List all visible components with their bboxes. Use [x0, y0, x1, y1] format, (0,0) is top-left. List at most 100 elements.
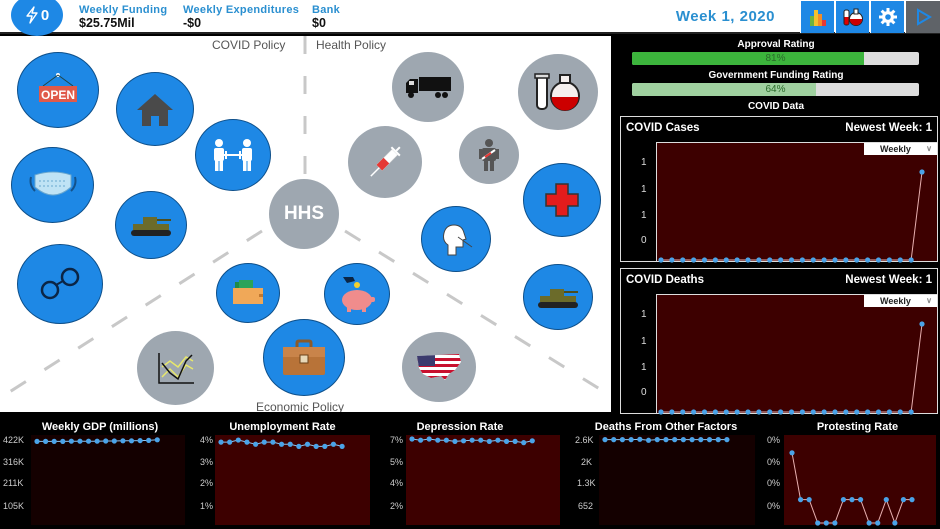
funding-label: Government Funding Rating: [708, 70, 844, 81]
policy-testing[interactable]: [421, 206, 491, 272]
svg-text:OPEN: OPEN: [41, 88, 75, 102]
approval-fill: [632, 52, 865, 65]
approval-value: 81%: [765, 53, 786, 64]
data-point: [897, 409, 903, 415]
data-point: [287, 441, 293, 447]
hhs-center-button[interactable]: HHS: [269, 179, 339, 249]
y-tick: 652: [578, 501, 594, 511]
data-point: [244, 439, 250, 445]
deaths-period-dropdown[interactable]: Weekly ∨: [864, 295, 937, 307]
data-point: [875, 409, 882, 415]
policy-hospital[interactable]: [523, 163, 601, 237]
funding-value: 64%: [765, 84, 786, 95]
policy-stock-market[interactable]: [137, 331, 214, 405]
policy-military-health[interactable]: [523, 264, 593, 330]
play-button[interactable]: [905, 1, 940, 33]
policy-stay-home[interactable]: [116, 72, 194, 146]
syringe-icon: [370, 146, 401, 177]
stat-value: $25.75Mil: [79, 16, 135, 30]
dropdown-value: Weekly: [880, 296, 911, 306]
data-point: [339, 443, 345, 449]
data-point: [701, 257, 708, 263]
cases-series: [658, 169, 925, 263]
data-point: [799, 409, 805, 415]
policy-vaccine[interactable]: [348, 126, 422, 198]
data-point: [698, 437, 704, 443]
data-point: [426, 436, 432, 442]
chart-title: Protesting Rate: [816, 421, 899, 433]
data-point: [756, 257, 762, 263]
chart-unemployment-rate: Unemployment Rate 4% 3% 2% 1%: [190, 414, 375, 529]
chart-title: Unemployment Rate: [229, 421, 336, 433]
y-tick: 4%: [200, 435, 214, 445]
data-point: [865, 409, 871, 415]
injured-person-icon: [479, 139, 499, 171]
data-point: [619, 437, 626, 443]
policy-military-covid[interactable]: [115, 191, 187, 259]
chart-depression-rate: Depression Rate 7% 5% 4% 2%: [375, 414, 565, 529]
data-point: [322, 443, 328, 449]
deaths-other-series: [602, 436, 730, 443]
data-point: [637, 436, 643, 442]
research-button[interactable]: [835, 1, 869, 33]
chart-title: Deaths From Other Factors: [594, 421, 738, 433]
policy-open-business[interactable]: OPEN: [17, 52, 99, 128]
settings-button[interactable]: [870, 1, 904, 33]
covid-deaths-panel: COVID Deaths Newest Week: 1 1 1 1 0 Week…: [620, 268, 938, 415]
y-tick: 2%: [390, 501, 404, 511]
y-tick: 4%: [390, 478, 404, 488]
weekly-expenditures: Weekly Expenditures -$0: [183, 4, 299, 30]
data-point: [111, 438, 117, 444]
piggy-bank-icon: [342, 277, 375, 312]
wallet-icon: [233, 280, 263, 304]
y-tick: 1.3K: [577, 478, 596, 488]
y-tick: 0%: [767, 435, 781, 445]
policy-supply-truck[interactable]: [392, 52, 464, 122]
policy-savings[interactable]: [324, 263, 390, 325]
approval-rating-bar: 81%: [632, 52, 919, 65]
section-label-health: Health Policy: [316, 38, 387, 52]
data-point: [296, 443, 302, 449]
data-point: [806, 497, 812, 503]
face-mask-icon: [29, 171, 76, 196]
energy-badge[interactable]: 0: [11, 0, 63, 36]
data-point: [645, 437, 652, 443]
charts-button[interactable]: [800, 1, 834, 33]
data-point: [486, 438, 492, 444]
panel-title: COVID Cases: [626, 122, 700, 134]
cases-period-dropdown[interactable]: Weekly ∨: [864, 143, 937, 155]
dropdown-value: Weekly: [880, 144, 911, 154]
stat-label: Bank: [312, 4, 341, 16]
depression-plot: [406, 435, 560, 525]
deaths-other-plot: [599, 435, 755, 525]
policy-jobs[interactable]: [263, 319, 345, 396]
y-tick: 316K: [3, 457, 25, 467]
y-tick: 1: [641, 157, 647, 168]
red-cross-icon: [545, 183, 579, 217]
funding-fill: [632, 83, 816, 96]
policy-injured-person[interactable]: [459, 126, 519, 184]
data-point: [715, 437, 721, 443]
policy-lab-research[interactable]: [518, 54, 598, 130]
policy-national[interactable]: [402, 332, 476, 402]
policy-handcuffs[interactable]: [17, 244, 103, 324]
policy-face-masks[interactable]: [11, 147, 94, 223]
protesting-plot: [784, 435, 936, 526]
house-icon: [137, 94, 173, 126]
data-point: [843, 257, 849, 263]
data-point: [843, 409, 849, 415]
policy-stimulus-wallet[interactable]: [216, 263, 280, 323]
data-point: [810, 409, 816, 415]
data-point: [154, 437, 160, 443]
current-week: Week 1, 2020: [675, 8, 775, 25]
chevron-down-icon: ∨: [926, 296, 932, 305]
data-point: [60, 438, 66, 444]
policy-social-distancing[interactable]: [195, 119, 271, 191]
data-point: [529, 438, 535, 444]
data-point: [799, 257, 805, 263]
data-point: [745, 257, 751, 263]
data-point: [689, 437, 695, 443]
data-point: [866, 520, 872, 526]
data-point: [908, 257, 914, 263]
y-tick: 1: [641, 309, 647, 320]
